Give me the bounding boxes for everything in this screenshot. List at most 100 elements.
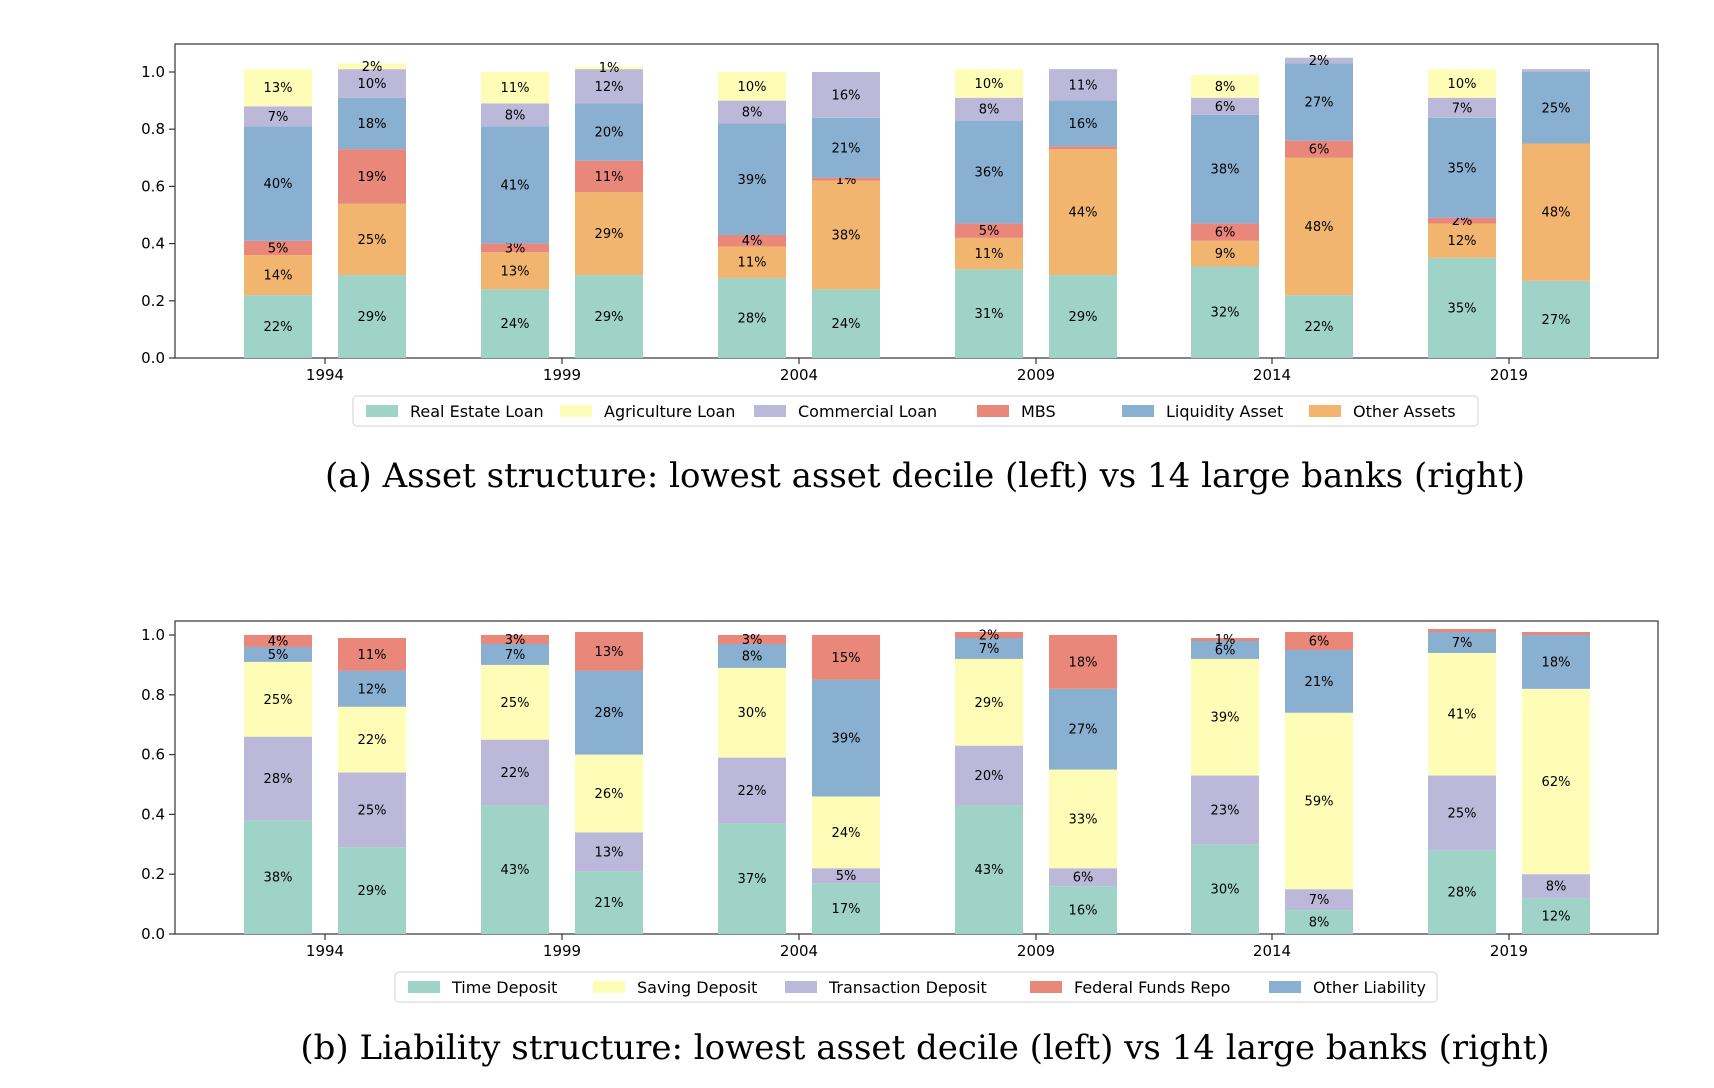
legend-swatch xyxy=(1309,405,1341,417)
y-tick-label: 0.2 xyxy=(141,292,165,310)
bar-value-label: 27% xyxy=(1069,723,1098,738)
bar-segment xyxy=(1522,635,1590,689)
bar-value-label: 48% xyxy=(1305,220,1334,235)
bar-value-label: 25% xyxy=(358,803,387,818)
bar-segment xyxy=(338,97,406,150)
bar-value-label: 37% xyxy=(738,872,767,887)
bar-segment xyxy=(338,706,406,773)
bar-segment xyxy=(244,255,312,296)
bar-segment xyxy=(1285,57,1353,64)
bar-value-label: 24% xyxy=(832,826,861,841)
bar-value-label: 18% xyxy=(358,117,387,132)
bar-segment xyxy=(575,160,643,193)
bar-segment xyxy=(1428,652,1496,776)
bar-segment xyxy=(481,664,549,740)
bar-segment xyxy=(244,635,312,647)
x-tick-label: 2019 xyxy=(1490,942,1528,960)
bar-value-label: 25% xyxy=(264,693,293,708)
bar-segment xyxy=(575,275,643,358)
legend-swatch xyxy=(754,405,786,417)
bar-value-label: 39% xyxy=(738,173,767,188)
bar-segment xyxy=(718,235,786,247)
bar-value-label: 29% xyxy=(1069,310,1098,325)
bar-value-label: 9% xyxy=(1215,247,1236,262)
legend-swatch xyxy=(408,981,440,993)
bar-value-label: 27% xyxy=(1542,313,1571,328)
bar-value-label: 7% xyxy=(1309,893,1330,908)
bar-segment xyxy=(812,289,880,358)
bar-segment xyxy=(718,72,786,101)
bar-value-label: 44% xyxy=(1069,206,1098,221)
asset-structure-caption: (a) Asset structure: lowest asset decile… xyxy=(325,456,1525,496)
bar-value-label: 11% xyxy=(595,170,624,185)
bar-segment xyxy=(575,670,643,755)
bar-segment xyxy=(812,72,880,118)
bar-segment xyxy=(244,240,312,256)
bar-segment xyxy=(244,646,312,662)
bar-value-label: 39% xyxy=(1211,711,1240,726)
bar-value-label: 16% xyxy=(1069,904,1098,919)
bar-segment xyxy=(575,103,643,161)
bar-value-label: 31% xyxy=(975,307,1004,322)
bar-value-label: 1% xyxy=(1215,633,1236,648)
x-tick-label: 2009 xyxy=(1017,366,1055,384)
bar-segment xyxy=(1428,69,1496,98)
legend-swatch xyxy=(1030,981,1062,993)
bar-value-label: 2% xyxy=(362,60,383,75)
bar-segment xyxy=(338,275,406,358)
bar-segment xyxy=(1049,149,1117,276)
legend-swatch xyxy=(593,981,625,993)
bar-value-label: 8% xyxy=(505,108,526,123)
bar-segment xyxy=(481,805,549,934)
legend: Time Deposit Saving Deposit Transaction De… xyxy=(394,971,1438,1003)
bar-segment xyxy=(1191,637,1259,641)
bar-segment xyxy=(1191,240,1259,267)
bar-value-label: 10% xyxy=(975,77,1004,92)
bar-segment xyxy=(1285,889,1353,911)
bar-segment xyxy=(1428,97,1496,118)
legend: Real Estate Loan Agriculture Loan Commerci… xyxy=(352,395,1479,427)
legend-swatch xyxy=(785,981,817,993)
bar-segment xyxy=(338,847,406,934)
bar-value-label: 43% xyxy=(975,863,1004,878)
bar-segment xyxy=(1428,223,1496,258)
bar-segment xyxy=(244,126,312,241)
legend-swatch xyxy=(1122,405,1154,417)
bar-segment xyxy=(955,237,1023,270)
bar-segment xyxy=(244,106,312,127)
bar-segment xyxy=(1522,280,1590,358)
bar-value-label: 7% xyxy=(1452,636,1473,651)
legend-entry: Liquidity Asset xyxy=(1166,402,1283,421)
x-tick-label: 2009 xyxy=(1017,942,1055,960)
bar-segment xyxy=(1049,275,1117,358)
legend-entry: Time Deposit xyxy=(451,978,557,997)
legend-entry: Federal Funds Repo xyxy=(1074,978,1230,997)
x-tick-label: 1999 xyxy=(543,366,581,384)
bar-value-label: 5% xyxy=(268,648,289,663)
bar-value-label: 21% xyxy=(1305,675,1334,690)
bar-segment xyxy=(955,223,1023,238)
bar-value-label: 6% xyxy=(1215,226,1236,241)
liability-structure-caption: (b) Liability structure: lowest asset de… xyxy=(300,1028,1549,1068)
bar-value-label: 22% xyxy=(1305,320,1334,335)
bar-segment xyxy=(812,117,880,178)
bar-value-label: 25% xyxy=(1448,806,1477,821)
legend-entry: Real Estate Loan xyxy=(410,402,544,421)
bar-value-label: 7% xyxy=(268,110,289,125)
bar-value-label: 11% xyxy=(738,256,767,271)
bar-segment xyxy=(1522,632,1590,635)
bar-segment xyxy=(338,149,406,204)
bar-segment xyxy=(1191,74,1259,98)
liability-structure-chart: 0.00.20.40.60.81.038%28%25%5%4%29%25%22%… xyxy=(141,620,1659,1003)
bar-value-label: 8% xyxy=(742,106,763,121)
bar-value-label: 21% xyxy=(832,141,861,156)
bar-value-label: 24% xyxy=(832,317,861,332)
bar-segment xyxy=(1191,640,1259,659)
bar-segment xyxy=(481,103,549,127)
bar-segment xyxy=(1191,775,1259,845)
bar-segment xyxy=(1522,874,1590,899)
x-tick-label: 1994 xyxy=(306,366,344,384)
bar-segment xyxy=(338,772,406,848)
bar-value-label: 14% xyxy=(264,269,293,284)
legend-swatch xyxy=(1269,981,1301,993)
